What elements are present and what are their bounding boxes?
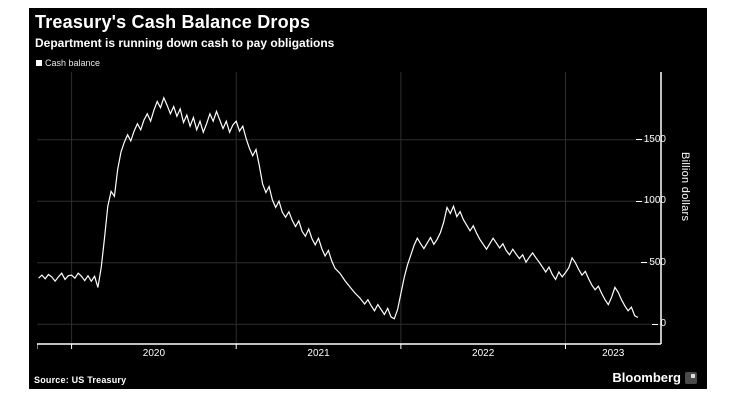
legend-label: Cash balance	[45, 58, 101, 68]
cash-balance-line	[38, 96, 639, 320]
chart-card: Treasury's Cash Balance Drops Department…	[29, 8, 707, 389]
chart-title: Treasury's Cash Balance Drops	[35, 12, 311, 32]
legend-swatch-icon	[36, 60, 42, 66]
chart-svg	[37, 72, 662, 349]
plot-area: 0 500 1000 1500 2020 2021 2022 2023 Billion do…	[37, 72, 701, 372]
y-axis-title: Billion dollars	[679, 152, 691, 222]
bloomberg-brand: Bloomberg	[612, 370, 697, 385]
legend: Cash balance	[36, 58, 100, 68]
bloomberg-wordmark: Bloomberg	[612, 370, 681, 385]
bloomberg-logo-icon	[685, 371, 697, 384]
chart-subtitle: Department is running down cash to pay o…	[35, 36, 335, 50]
source-credit: Source: US Treasury	[34, 375, 127, 385]
